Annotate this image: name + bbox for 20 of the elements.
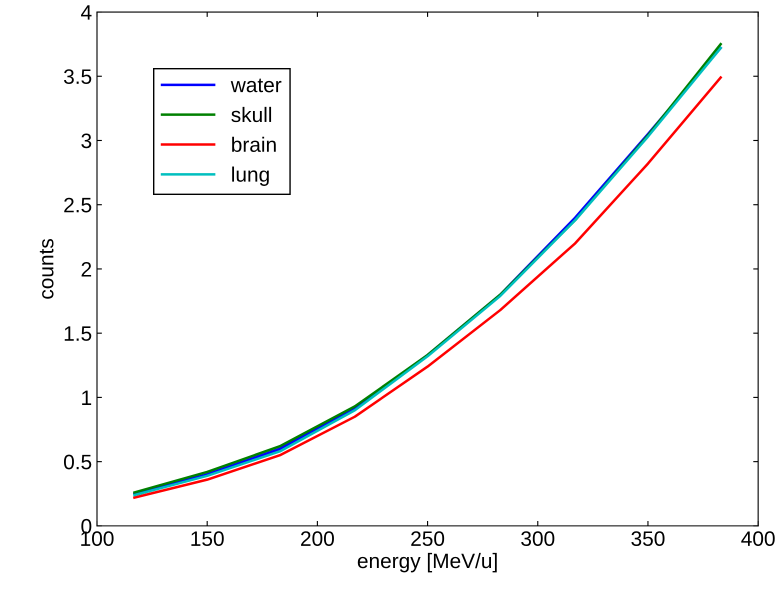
x-tick-label: 400 (741, 531, 775, 546)
legend-label: water (230, 78, 282, 92)
y-tick-label: 4 (81, 5, 92, 20)
x-tick-label: 150 (191, 531, 224, 546)
y-tick-label: 0.5 (64, 454, 92, 470)
y-tick-label: 2 (82, 262, 92, 276)
y-tick-label: 1 (82, 390, 92, 405)
x-tick-label: 200 (301, 531, 334, 546)
y-tick-label: 3 (81, 133, 92, 148)
y-tick-label: 3.5 (64, 69, 92, 84)
legend-label: lung (232, 166, 269, 186)
y-tick-label: 2.5 (64, 198, 92, 212)
x-axis-title: energy [MeV/u] (358, 552, 497, 572)
x-tick-label: 350 (631, 531, 665, 546)
x-tick-label: 300 (521, 531, 554, 546)
y-tick-label: 1.5 (64, 326, 92, 341)
y-axis-title: counts (40, 239, 54, 299)
legend-label: brain (232, 136, 276, 152)
legend-label: skull (231, 106, 272, 122)
x-tick-label: 250 (411, 531, 444, 546)
